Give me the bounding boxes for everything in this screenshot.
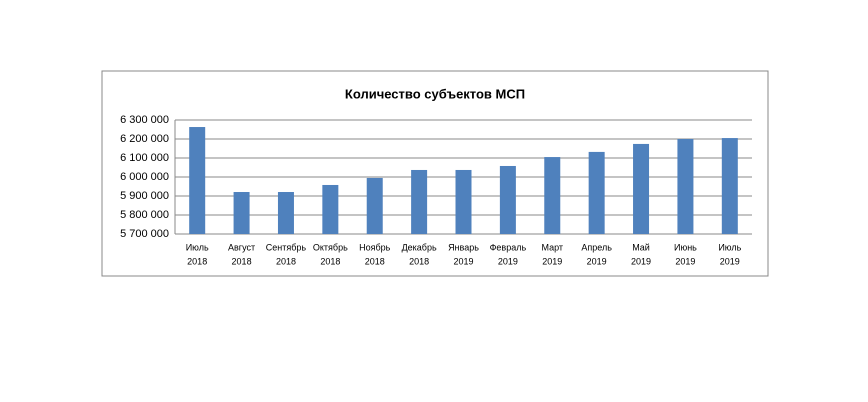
bar: [633, 143, 650, 234]
x-tick-label: 2018: [365, 256, 385, 266]
x-tick-label: Май: [632, 242, 650, 252]
chart-title: Количество субъектов МСП: [345, 86, 525, 101]
y-tick-label: 6 200 000: [120, 133, 169, 145]
x-tick-label: 2019: [498, 256, 518, 266]
bar: [189, 127, 206, 234]
chart-frame: [101, 70, 769, 277]
bar: [588, 151, 605, 234]
bar: [721, 138, 738, 234]
x-tick-label: 2018: [320, 256, 340, 266]
x-tick-label: 2018: [276, 256, 296, 266]
x-tick-label: Октябрь: [313, 242, 348, 252]
y-tick-label: 6 000 000: [120, 171, 169, 183]
bar: [677, 139, 694, 234]
x-tick-label: 2018: [409, 256, 429, 266]
x-tick-label: 2018: [187, 256, 207, 266]
bar: [544, 157, 561, 234]
x-tick-label: Июнь: [674, 242, 697, 252]
x-tick-label: Август: [228, 242, 255, 252]
x-tick-label: Декабрь: [402, 242, 437, 252]
bar: [499, 165, 516, 234]
x-tick-label: Ноябрь: [359, 242, 391, 252]
y-tick-label: 5 800 000: [120, 209, 169, 221]
y-tick-label: 6 100 000: [120, 152, 169, 164]
bar: [233, 192, 250, 234]
bar: [411, 169, 428, 234]
x-tick-label: Июль: [718, 242, 741, 252]
x-tick-label: Апрель: [581, 242, 612, 252]
x-tick-label: 2019: [542, 256, 562, 266]
x-tick-label: 2019: [453, 256, 473, 266]
x-tick-label: Июль: [186, 242, 209, 252]
x-tick-label: 2019: [587, 256, 607, 266]
x-tick-label: Февраль: [490, 242, 527, 252]
x-tick-label: 2018: [232, 256, 252, 266]
bar: [366, 177, 383, 234]
x-tick-label: 2019: [631, 256, 651, 266]
y-tick-label: 6 300 000: [120, 114, 169, 126]
y-tick-label: 5 900 000: [120, 190, 169, 202]
bar: [455, 169, 472, 234]
x-tick-label: Январь: [448, 242, 479, 252]
bar: [277, 192, 294, 234]
x-tick-label: 2019: [720, 256, 740, 266]
x-tick-label: Сентябрь: [266, 242, 307, 252]
x-tick-label: Март: [541, 242, 563, 252]
x-tick-label: 2019: [675, 256, 695, 266]
y-tick-label: 5 700 000: [120, 228, 169, 240]
bar: [322, 184, 339, 234]
